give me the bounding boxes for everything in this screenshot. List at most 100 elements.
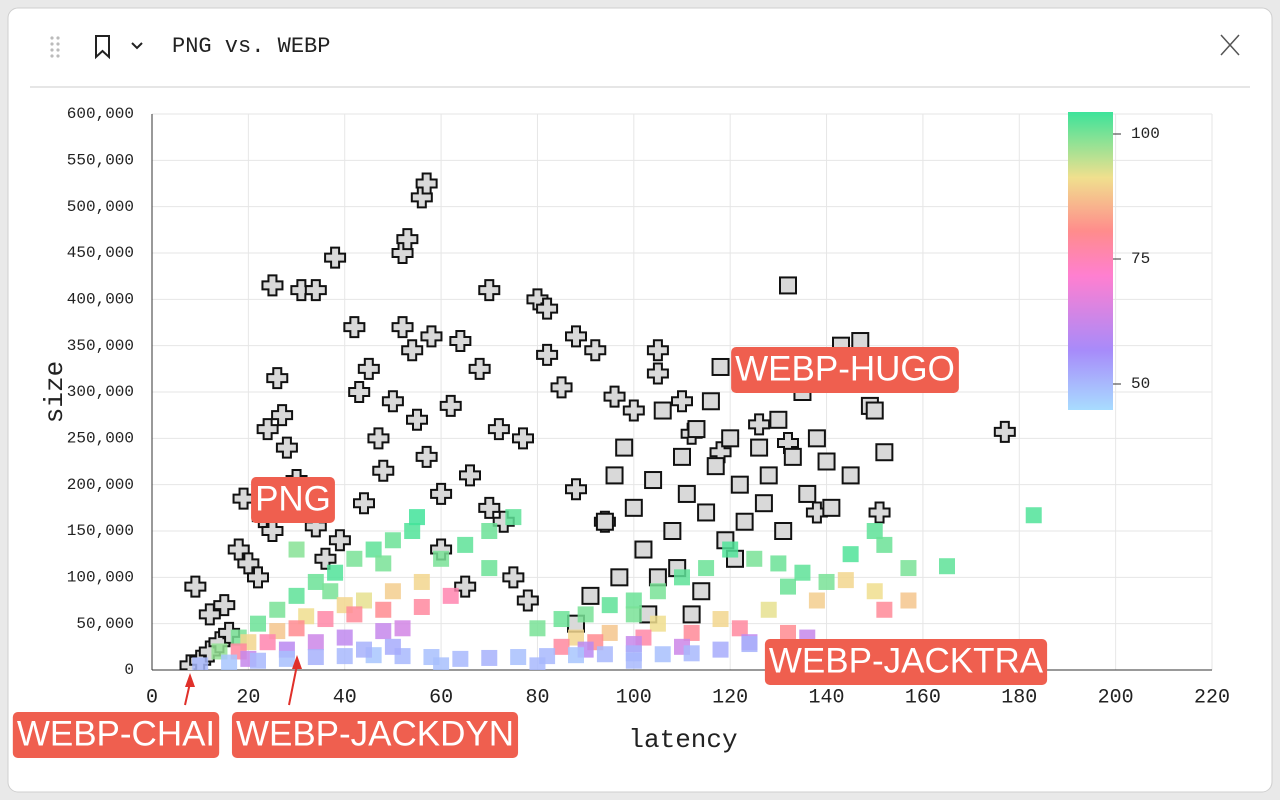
point (701, 392, 720, 411)
y-tick-label: 450,000 (67, 244, 134, 262)
point (384, 532, 401, 549)
point (730, 475, 749, 494)
point (601, 597, 618, 614)
point (596, 646, 613, 663)
point (673, 447, 691, 466)
point (481, 560, 498, 577)
point (420, 325, 443, 348)
drag-handle[interactable] (50, 36, 60, 58)
point (692, 582, 711, 601)
point (343, 316, 366, 339)
point (367, 427, 390, 450)
point (452, 650, 469, 667)
point (625, 592, 642, 609)
point (502, 566, 525, 589)
point (415, 172, 438, 195)
point (750, 438, 769, 457)
point (866, 583, 883, 600)
point (780, 578, 796, 595)
point (625, 606, 642, 623)
point (748, 413, 771, 436)
point (278, 650, 295, 667)
dropdown-icon[interactable] (131, 42, 143, 50)
point (939, 558, 955, 575)
point (866, 523, 883, 539)
y-tick-label: 50,000 (76, 615, 134, 633)
point (822, 498, 841, 517)
annotation-box (231, 712, 519, 758)
point (721, 429, 740, 448)
point (454, 575, 477, 598)
point (780, 624, 796, 641)
point (677, 484, 696, 503)
plot-area (179, 172, 1042, 670)
point (565, 478, 587, 501)
colorbar-tick-label: 75 (1131, 250, 1150, 268)
point (304, 279, 327, 302)
y-tick-label: 200,000 (67, 476, 134, 494)
point (288, 541, 305, 558)
point (505, 509, 522, 526)
point (993, 420, 1016, 443)
point (516, 589, 539, 612)
y-tick-label: 500,000 (67, 198, 134, 216)
point (553, 611, 570, 628)
point (481, 649, 498, 666)
y-tick-label: 550,000 (67, 152, 134, 170)
point (798, 484, 817, 503)
point (346, 606, 363, 623)
point (298, 608, 315, 625)
point (1025, 507, 1042, 524)
point (266, 367, 289, 390)
point (529, 620, 546, 637)
point (615, 438, 634, 457)
x-tick-label: 200 (1098, 686, 1134, 709)
point (288, 620, 305, 637)
point (808, 592, 825, 609)
point (430, 482, 453, 505)
x-tick-label: 160 (905, 686, 941, 709)
point (328, 529, 351, 552)
point (568, 647, 584, 664)
point (356, 592, 372, 609)
point (818, 573, 835, 590)
point (391, 316, 414, 339)
point (336, 648, 353, 665)
point (247, 566, 269, 589)
point (256, 418, 279, 441)
bookmark-icon[interactable] (95, 35, 110, 60)
point (375, 623, 392, 640)
point (324, 246, 347, 269)
point (770, 555, 787, 572)
x-tick-label: 20 (236, 686, 260, 709)
annotation: WEBP-JACKDYN (236, 714, 514, 753)
point (741, 636, 758, 653)
colorbar-tick-label: 100 (1131, 125, 1160, 143)
point (250, 615, 266, 632)
point (307, 649, 324, 666)
point (610, 568, 629, 587)
point (213, 594, 236, 617)
x-axis-title: latency (628, 725, 737, 755)
point (722, 541, 739, 558)
point (746, 550, 763, 567)
point (357, 357, 380, 380)
point (481, 523, 498, 539)
point (683, 645, 700, 662)
y-tick-label: 600,000 (67, 105, 134, 123)
point (404, 523, 421, 539)
point (687, 420, 706, 439)
annotation-arrowhead (185, 673, 195, 687)
point (865, 401, 884, 420)
point (184, 575, 207, 598)
point (259, 634, 276, 651)
point (682, 605, 701, 624)
point (649, 583, 666, 600)
point (288, 587, 305, 604)
point (433, 657, 450, 670)
point (837, 572, 854, 589)
point (250, 652, 266, 669)
point (731, 620, 748, 637)
close-button[interactable] (1220, 34, 1240, 56)
